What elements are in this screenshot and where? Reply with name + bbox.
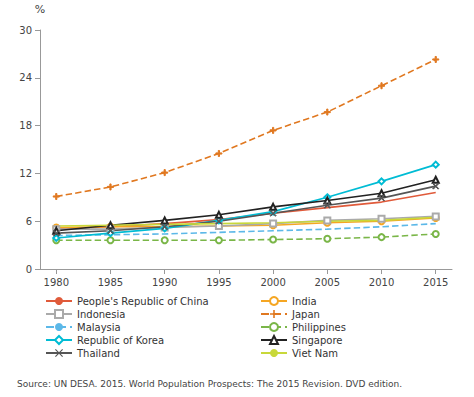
svg-text:Philippines: Philippines: [292, 322, 346, 333]
svg-text:2015: 2015: [423, 277, 448, 288]
svg-text:People's Republic of China: People's Republic of China: [77, 296, 209, 307]
svg-text:Japan: Japan: [291, 309, 320, 320]
svg-text:6: 6: [26, 216, 32, 227]
svg-text:1995: 1995: [206, 277, 231, 288]
svg-text:1985: 1985: [98, 277, 123, 288]
svg-text:1990: 1990: [152, 277, 177, 288]
svg-text:Thailand: Thailand: [76, 348, 120, 359]
svg-text:12: 12: [19, 168, 32, 179]
svg-text:Republic of Korea: Republic of Korea: [77, 335, 164, 346]
svg-text:1980: 1980: [44, 277, 69, 288]
svg-text:Viet Nam: Viet Nam: [292, 348, 338, 359]
svg-text:2000: 2000: [260, 277, 285, 288]
svg-text:Singapore: Singapore: [292, 335, 342, 346]
svg-text:India: India: [292, 296, 317, 307]
svg-text:2010: 2010: [369, 277, 394, 288]
svg-text:24: 24: [19, 72, 32, 83]
svg-text:0: 0: [26, 264, 32, 275]
svg-text:%: %: [35, 3, 45, 16]
svg-text:30: 30: [19, 25, 32, 36]
svg-text:Source: UN DESA. 2015. World P: Source: UN DESA. 2015. World Population …: [17, 379, 402, 389]
svg-text:2005: 2005: [315, 277, 340, 288]
svg-text:Indonesia: Indonesia: [77, 309, 125, 320]
svg-text:18: 18: [19, 120, 32, 131]
svg-text:Malaysia: Malaysia: [77, 322, 121, 333]
